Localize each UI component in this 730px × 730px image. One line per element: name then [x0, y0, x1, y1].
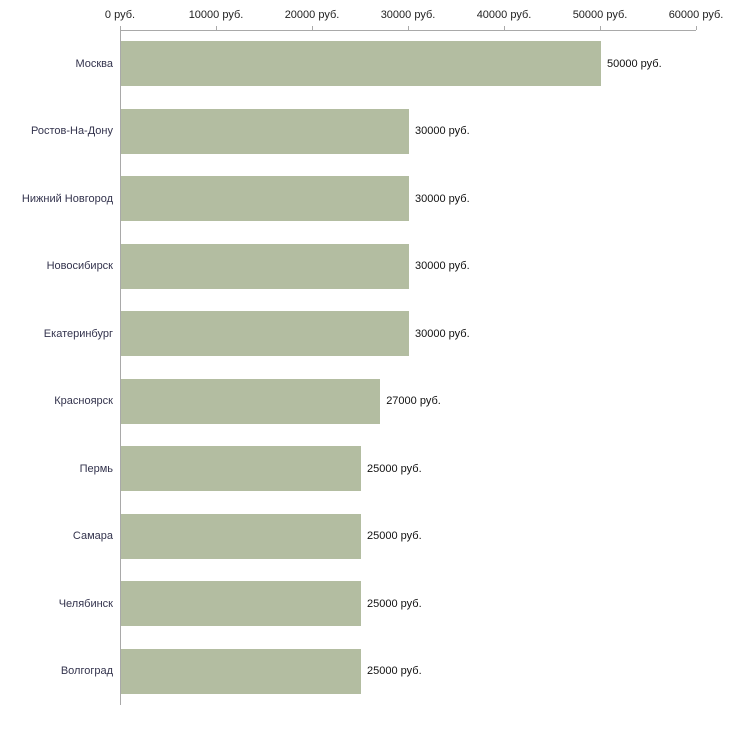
x-tick-label: 0 руб.: [104, 9, 136, 21]
value-label: 27000 руб.: [386, 395, 441, 408]
category-label: Нижний Новгород: [21, 192, 113, 205]
bar-track: 27000 руб.: [120, 367, 697, 435]
x-tick-mark: [504, 26, 505, 30]
x-tick-mark: [216, 26, 217, 30]
bar-track: 30000 руб.: [120, 300, 697, 368]
chart-row: Новосибирск 30000 руб.: [0, 232, 730, 300]
bar: [121, 108, 409, 154]
bar-track: 50000 руб.: [120, 30, 697, 98]
x-tick-mark: [600, 26, 601, 30]
value-label: 30000 руб.: [415, 327, 470, 340]
bar: [121, 311, 409, 356]
chart-row: Волгоград 25000 руб.: [0, 637, 730, 705]
x-tick-label: 20000 руб.: [284, 9, 340, 21]
x-axis: 0 руб. 10000 руб. 20000 руб. 30000 руб. 4000…: [105, 0, 723, 31]
bar-track: 25000 руб.: [120, 637, 697, 705]
x-tick-mark: [120, 26, 121, 30]
chart-row: Челябинск 25000 руб.: [0, 570, 730, 638]
chart-row: Москва 50000 руб.: [0, 30, 730, 98]
bar-track: 30000 руб.: [120, 97, 697, 165]
chart-row: Пермь 25000 руб.: [0, 435, 730, 503]
x-tick-label: 60000 руб.: [668, 9, 724, 21]
x-tick-label: 10000 руб.: [188, 9, 244, 21]
bar-track: 30000 руб.: [120, 165, 697, 233]
category-label: Челябинск: [58, 597, 113, 610]
x-tick-label: 50000 руб.: [572, 9, 628, 21]
value-label: 30000 руб.: [415, 192, 470, 205]
bar: [121, 41, 601, 86]
bar: [121, 378, 381, 424]
bar: [121, 243, 409, 289]
bar-track: 30000 руб.: [120, 232, 697, 300]
category-label: Самара: [72, 530, 113, 543]
chart-row: Ростов-На-Дону 30000 руб.: [0, 97, 730, 165]
chart-row: Нижний Новгород 30000 руб.: [0, 165, 730, 233]
x-tick-mark: [312, 26, 313, 30]
chart-rows: Москва 50000 руб. Ростов-На-Дону 30000 руб.…: [0, 30, 730, 705]
bar-track: 25000 руб.: [120, 570, 697, 638]
category-label: Ростов-На-Дону: [30, 125, 113, 138]
chart-row: Самара 25000 руб.: [0, 502, 730, 570]
bar: [121, 446, 361, 491]
category-label: Пермь: [79, 462, 113, 475]
value-label: 30000 руб.: [415, 125, 470, 138]
value-label: 30000 руб.: [415, 260, 470, 273]
x-tick-label: 30000 руб.: [380, 9, 436, 21]
bar-track: 25000 руб.: [120, 435, 697, 503]
x-tick-mark: [696, 26, 697, 30]
chart-row: Екатеринбург 30000 руб.: [0, 300, 730, 368]
value-label: 25000 руб.: [367, 530, 422, 543]
bar: [121, 176, 409, 221]
x-tick-mark: [408, 26, 409, 30]
category-label: Екатеринбург: [43, 327, 113, 340]
category-label: Красноярск: [54, 395, 113, 408]
value-label: 50000 руб.: [607, 57, 662, 70]
category-label: Новосибирск: [46, 260, 113, 273]
value-label: 25000 руб.: [367, 462, 422, 475]
bar: [121, 648, 361, 694]
bar: [121, 513, 361, 559]
chart-row: Красноярск 27000 руб.: [0, 367, 730, 435]
x-tick-label: 40000 руб.: [476, 9, 532, 21]
value-label: 25000 руб.: [367, 597, 422, 610]
category-label: Волгоград: [60, 665, 113, 678]
category-label: Москва: [75, 57, 113, 70]
bar: [121, 581, 361, 626]
value-label: 25000 руб.: [367, 665, 422, 678]
bar-track: 25000 руб.: [120, 502, 697, 570]
